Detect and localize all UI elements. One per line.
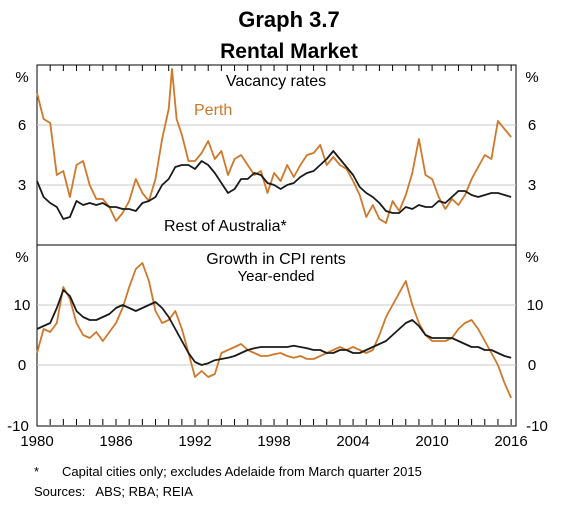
series-layer bbox=[36, 68, 512, 399]
perth-line-panel1 bbox=[36, 68, 512, 224]
top-unit-label-right: % bbox=[525, 69, 538, 86]
xtick-label-1998: 1998 bbox=[257, 433, 290, 450]
top-ytick-label-3-left: 3 bbox=[18, 177, 26, 194]
xtick-label-2010: 2010 bbox=[415, 433, 448, 450]
chart-title: Graph 3.7 bbox=[238, 7, 339, 32]
bottom-ytick-label-minus10-left: -10 bbox=[7, 418, 29, 435]
bottom-ytick-label-10-right: 10 bbox=[527, 297, 544, 314]
top-panel-title: Vacancy rates bbox=[226, 73, 326, 90]
axis-ticks bbox=[49, 65, 512, 425]
xtick-label-1986: 1986 bbox=[99, 433, 132, 450]
xtick-label-1980: 1980 bbox=[20, 433, 53, 450]
bottom-panel-subtitle: Year-ended bbox=[237, 268, 314, 285]
rest-series-label: Rest of Australia* bbox=[164, 218, 287, 235]
top-ytick-label-6-right: 6 bbox=[528, 117, 536, 134]
bottom-ytick-label-0-left: 0 bbox=[18, 357, 26, 374]
perth-line-panel2 bbox=[36, 262, 512, 399]
bottom-panel-title: Growth in CPI rents bbox=[206, 251, 346, 268]
rest-of-australia-line-panel2 bbox=[36, 289, 512, 366]
chart-subtitle: Rental Market bbox=[220, 40, 358, 63]
bottom-ytick-label-10-left: 10 bbox=[14, 297, 31, 314]
gridlines bbox=[37, 124, 516, 366]
bottom-unit-label-right: % bbox=[525, 249, 538, 266]
top-ytick-label-3-right: 3 bbox=[528, 177, 536, 194]
rest-of-australia-line-panel1 bbox=[36, 150, 512, 220]
top-unit-label-left: % bbox=[15, 69, 28, 86]
sources-text: Sources: ABS; RBA; REIA bbox=[34, 484, 193, 499]
footnote-text: Capital cities only; excludes Adelaide f… bbox=[62, 464, 422, 479]
footnote-marker: * bbox=[34, 464, 39, 479]
top-ytick-label-6-left: 6 bbox=[18, 117, 26, 134]
bottom-ytick-label-minus10-right: -10 bbox=[526, 418, 548, 435]
xtick-label-2004: 2004 bbox=[336, 433, 369, 450]
xtick-label-2016: 2016 bbox=[494, 433, 527, 450]
xtick-label-1992: 1992 bbox=[178, 433, 211, 450]
perth-series-label: Perth bbox=[194, 102, 232, 119]
bottom-ytick-label-0-right: 0 bbox=[528, 357, 536, 374]
bottom-unit-label-left: % bbox=[15, 249, 28, 266]
